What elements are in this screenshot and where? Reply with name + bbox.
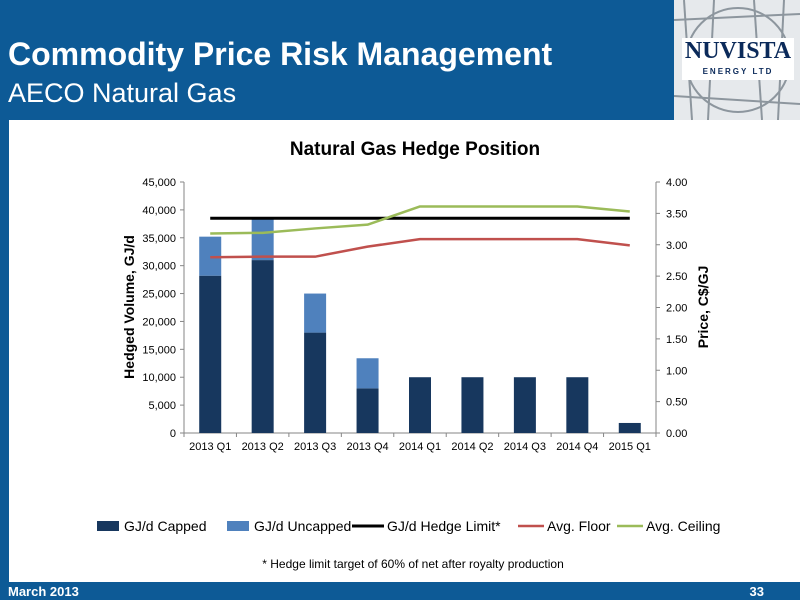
y-tick-label-left: 5,000: [148, 400, 176, 412]
y-tick-label-left: 25,000: [142, 289, 176, 301]
bar-gj-d-capped: [409, 377, 431, 433]
bar-gj-d-capped: [356, 388, 379, 433]
y-axis-label-right: Price, C$/GJ: [695, 266, 711, 349]
x-tick-label: 2013 Q2: [242, 441, 284, 453]
bar-gj-d-capped: [618, 422, 641, 433]
footer-date: March 2013: [8, 584, 79, 599]
y-tick-label-right: 1.50: [666, 334, 687, 346]
x-tick-label: 2013 Q4: [346, 441, 388, 453]
legend-label: Avg. Floor: [547, 518, 611, 534]
x-tick-label: 2014 Q3: [504, 441, 546, 453]
logo-wordmark: NUVISTA: [684, 38, 792, 64]
chart-title: Natural Gas Hedge Position: [290, 139, 540, 160]
page-number: 33: [749, 584, 764, 599]
slide-footer: March 2013 33: [0, 582, 800, 600]
line-avg-ceiling: [210, 205, 630, 235]
bar-gj-d-capped: [199, 275, 222, 433]
y-tick-label-right: 0.50: [666, 397, 687, 409]
left-accent-strip: [0, 120, 9, 582]
company-logo: NUVISTA ENERGY LTD: [682, 38, 794, 80]
logo-panel: NUVISTA ENERGY LTD: [674, 0, 800, 120]
y-tick-label-right: 0.00: [666, 428, 687, 440]
x-tick-label: 2014 Q4: [556, 441, 598, 453]
x-tick-label: 2013 Q3: [294, 441, 336, 453]
y-tick-label-left: 30,000: [142, 261, 176, 273]
y-tick-label-left: 45,000: [142, 177, 176, 189]
plot-area: 0 5,000 10,000 15,000 20,000 25,000 30,000 35,0…: [142, 177, 687, 453]
bar-gj-d-capped: [251, 260, 274, 433]
y-tick-label-left: 35,000: [142, 233, 176, 245]
legend-swatch: [97, 521, 119, 531]
line-avg-floor: [210, 237, 630, 259]
chart-footnote: * Hedge limit target of 60% of net after…: [262, 557, 564, 571]
y-tick-label-left: 40,000: [142, 205, 176, 217]
slide-title: Commodity Price Risk Management: [8, 36, 553, 72]
bar-gj-d-capped: [513, 377, 536, 433]
slide-header: Commodity Price Risk Management AECO Nat…: [0, 0, 800, 120]
y-axis-label-left: Hedged Volume, GJ/d: [121, 235, 137, 379]
y-tick-label-left: 15,000: [142, 344, 176, 356]
y-tick-label-right: 4.00: [666, 177, 687, 189]
legend-label: GJ/d Capped: [124, 518, 207, 534]
bar-gj-d-capped: [304, 332, 327, 433]
legend-label: GJ/d Hedge Limit*: [387, 518, 501, 534]
y-tick-label-left: 20,000: [142, 316, 176, 328]
slide-subtitle: AECO Natural Gas: [8, 78, 237, 108]
bar-gj-d-uncapped: [304, 293, 327, 333]
y-tick-label-right: 1.00: [666, 365, 687, 377]
y-tick-label-right: 2.50: [666, 271, 687, 283]
legend-swatch: [227, 521, 249, 531]
chart-legend: GJ/d Capped GJ/d Uncapped GJ/d Hedge Limit…: [97, 518, 720, 534]
y-tick-label-right: 2.00: [666, 303, 687, 315]
legend-label: GJ/d Uncapped: [254, 518, 351, 534]
bar-gj-d-capped: [461, 377, 484, 433]
x-tick-label: 2014 Q1: [399, 441, 441, 453]
x-tick-label: 2014 Q2: [451, 441, 493, 453]
bar-gj-d-uncapped: [251, 217, 274, 261]
bar-gj-d-uncapped: [356, 358, 379, 389]
y-tick-label-left: 10,000: [142, 372, 176, 384]
x-tick-label: 2013 Q1: [189, 441, 231, 453]
y-tick-label-right: 3.50: [666, 208, 687, 220]
x-tick-label: 2015 Q1: [609, 441, 651, 453]
y-tick-label-right: 3.00: [666, 240, 687, 252]
legend-label: Avg. Ceiling: [646, 518, 720, 534]
y-tick-label-left: 0: [170, 428, 176, 440]
bar-gj-d-capped: [566, 377, 589, 433]
logo-subtext: ENERGY LTD: [702, 67, 774, 76]
